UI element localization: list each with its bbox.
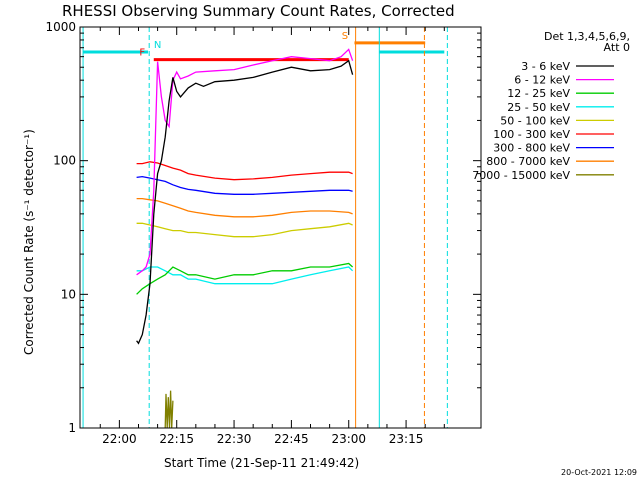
marker-lines — [82, 27, 448, 428]
x-tick-label: 23:00 — [331, 432, 366, 446]
series-line — [136, 161, 353, 181]
y-tick-label: 1000 — [45, 20, 76, 34]
y-axis: 1 10 100 1000 — [45, 20, 481, 435]
series-line — [136, 175, 353, 195]
series-line — [136, 48, 354, 276]
series-line — [136, 266, 354, 285]
flag-label-F: F — [139, 48, 145, 59]
legend-header-line-1: Det 1,3,4,5,6,9, — [544, 30, 630, 43]
y-tick-label: 1 — [68, 421, 76, 435]
flag-label-N: N — [154, 40, 161, 51]
legend-label: 50 - 100 keV — [500, 114, 570, 127]
footer-date: 20-Oct-2021 12:09 — [561, 468, 637, 477]
chart-title: RHESSI Observing Summary Count Rates, Co… — [62, 2, 455, 20]
legend-label: 12 - 25 keV — [507, 87, 570, 100]
x-axis-label: Start Time (21-Sep-11 21:49:42) — [164, 456, 359, 470]
series-line — [136, 262, 354, 295]
flag-bars: NF S — [83, 31, 445, 62]
x-tick-label: 22:00 — [102, 432, 137, 446]
legend-label: 800 - 7000 keV — [486, 155, 570, 168]
y-tick-label: 100 — [53, 154, 76, 168]
x-tick-label: 22:30 — [217, 432, 252, 446]
y-tick-label: 10 — [61, 287, 76, 301]
legend-label: 25 - 50 keV — [507, 101, 570, 114]
legend-label: 3 - 6 keV — [521, 60, 570, 73]
legend-label: 7000 - 15000 keV — [472, 169, 570, 182]
y-axis-label: Corrected Count Rate (s⁻¹ detector⁻¹) — [22, 129, 36, 355]
flag-label-S: S — [342, 31, 348, 42]
x-axis: 22:00 22:15 22:30 22:45 23:00 23:15 — [99, 27, 445, 446]
legend-label: 100 - 300 keV — [493, 128, 570, 141]
x-tick-label: 22:45 — [274, 432, 309, 446]
legend-label: 6 - 12 keV — [514, 74, 570, 87]
series-layer — [136, 48, 354, 429]
legend-label: 300 - 800 keV — [493, 142, 570, 155]
series-line — [136, 197, 353, 218]
series-line — [136, 59, 354, 345]
x-tick-label: 22:15 — [159, 432, 194, 446]
legend-header-line-2: Att 0 — [604, 41, 630, 54]
x-tick-label: 23:15 — [389, 432, 424, 446]
plot-frame — [79, 26, 482, 429]
series-line — [136, 222, 353, 238]
series-line — [164, 390, 174, 429]
